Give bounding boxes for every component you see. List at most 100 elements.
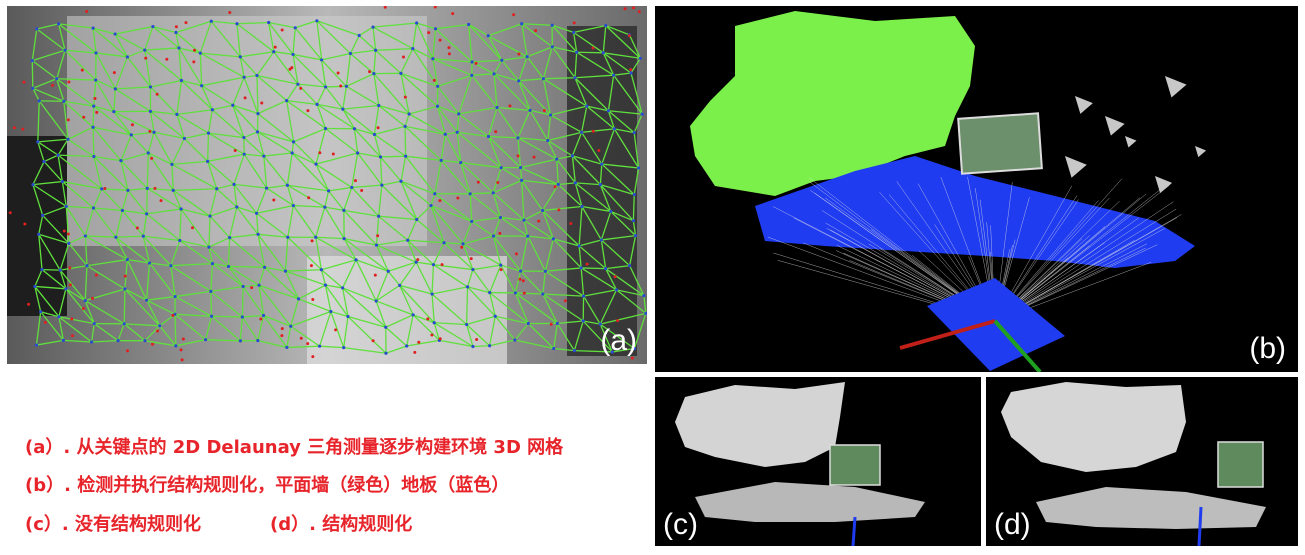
outlier-point <box>259 317 263 321</box>
mesh-edge <box>613 74 643 115</box>
keypoint <box>129 133 133 137</box>
mesh-edge <box>514 271 522 294</box>
mesh-edge <box>372 22 417 28</box>
keypoint <box>125 257 129 262</box>
mesh-edge <box>343 316 349 348</box>
keypoint <box>256 232 260 236</box>
mesh-edge <box>149 262 171 267</box>
mesh-edge <box>571 155 576 183</box>
mesh-edge <box>243 137 265 157</box>
mesh-edge <box>629 265 645 296</box>
mesh-edge <box>257 315 265 341</box>
mesh-edge <box>544 238 554 272</box>
mesh-edge <box>581 205 611 213</box>
mesh-edge <box>343 237 377 246</box>
outlier-point <box>401 55 405 59</box>
mesh-edge <box>488 136 522 169</box>
mesh-edge <box>316 86 327 105</box>
mesh-edge <box>574 77 609 112</box>
mesh-edge <box>240 51 274 58</box>
keypoint <box>601 51 605 55</box>
mesh-edge <box>581 106 588 133</box>
keypoint <box>256 338 260 343</box>
keypoint <box>642 294 646 298</box>
mesh-edge <box>343 187 353 211</box>
mesh-edge <box>37 141 45 162</box>
mesh-edge <box>239 316 243 341</box>
outlier-point <box>171 313 175 317</box>
mesh-edge <box>257 100 287 115</box>
mesh-edge <box>553 347 575 352</box>
keypoint <box>256 111 260 116</box>
mesh-edge <box>58 23 97 54</box>
keypoint <box>141 234 145 238</box>
keypoint <box>146 151 150 155</box>
mesh-edge <box>159 325 177 347</box>
keypoint <box>175 112 179 116</box>
mesh-edge <box>470 192 494 195</box>
floor-mesh-gray <box>695 482 925 522</box>
mesh-edge <box>85 235 116 238</box>
mesh-edge <box>146 188 148 214</box>
mesh-edge <box>171 138 185 165</box>
keypoint <box>35 27 39 31</box>
mesh-edge <box>149 111 155 133</box>
keypoint <box>457 112 461 116</box>
mesh-edge <box>372 26 414 50</box>
mesh-edge <box>460 161 502 169</box>
mesh-edge <box>616 289 645 297</box>
mesh-edge <box>172 190 182 210</box>
mesh-edge <box>523 209 543 221</box>
keypoint <box>465 322 469 327</box>
keypoint <box>541 292 545 296</box>
mesh-edge <box>294 27 323 61</box>
keypoint <box>209 19 213 23</box>
mesh-edge <box>113 88 116 112</box>
keypoint <box>459 160 463 165</box>
mesh-edge <box>431 286 468 295</box>
mesh-edge <box>400 156 407 182</box>
outlier-point <box>494 130 498 134</box>
mesh-edge <box>315 237 323 270</box>
mesh-edge <box>244 153 264 157</box>
mesh-edge <box>599 289 618 325</box>
mesh-edge <box>152 26 180 49</box>
mesh-edge <box>153 131 173 165</box>
mesh-edge <box>471 216 501 223</box>
mesh-edge <box>581 206 602 241</box>
keypoint <box>262 265 267 269</box>
mesh-edge <box>216 188 238 208</box>
mesh-edge <box>43 161 63 182</box>
mesh-edge <box>610 210 637 237</box>
mesh-edge <box>575 182 601 186</box>
mesh-edge <box>543 77 576 80</box>
caption-c: (c）. 没有结构规则化 <box>25 514 202 535</box>
mesh-edge <box>342 104 379 110</box>
mesh-edge <box>316 104 327 129</box>
keypoint <box>465 285 470 289</box>
keypoint <box>492 72 496 76</box>
mesh-edge <box>258 285 265 316</box>
mesh-edge <box>115 86 151 90</box>
panel-c-no-regularity: (c) <box>655 377 981 546</box>
mesh-edge <box>92 27 128 58</box>
keypoint <box>443 132 447 136</box>
keypoint <box>242 75 246 79</box>
mesh-edge <box>388 261 417 272</box>
mesh-edge <box>153 131 185 140</box>
keypoint <box>640 112 644 116</box>
mesh-edge <box>150 110 185 140</box>
mesh-edge <box>126 56 152 88</box>
mesh-edge <box>380 155 406 158</box>
mesh-edge <box>242 286 265 316</box>
mesh-edge <box>316 20 323 60</box>
mesh-edge <box>233 183 258 214</box>
outlier-point <box>416 258 420 262</box>
keypoint <box>572 349 576 353</box>
mesh-edge <box>117 323 125 341</box>
mesh-edge <box>273 51 294 56</box>
mesh-edge <box>93 105 115 113</box>
mesh-fragment <box>1125 136 1137 148</box>
mesh-edge <box>462 235 494 245</box>
keypoint <box>411 313 415 317</box>
